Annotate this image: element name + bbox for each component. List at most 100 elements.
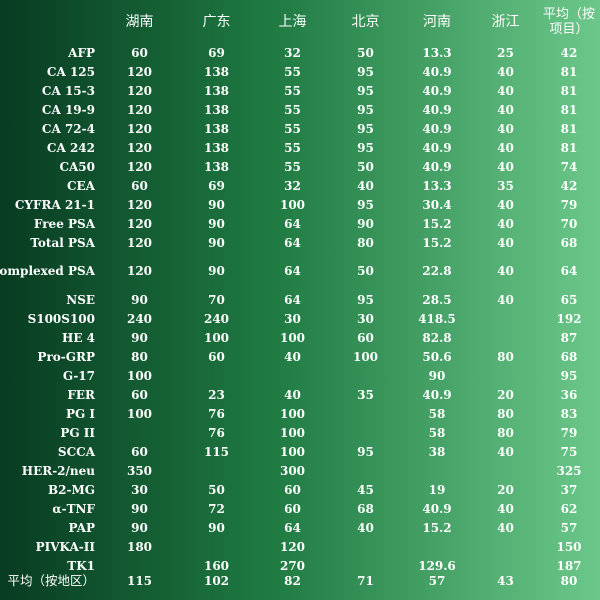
- table-cell: 42: [560, 178, 578, 193]
- row-label: Complexed PSA: [0, 264, 95, 278]
- table-cell: 95: [357, 140, 374, 155]
- row-label: CA50: [59, 159, 95, 174]
- table-cell: 40: [497, 83, 514, 98]
- table-cell: 57: [428, 574, 446, 588]
- column-header: 平均（按项目）: [542, 6, 595, 37]
- table-cell: 40.9: [422, 64, 452, 79]
- table-cell: [330, 423, 401, 442]
- table-cell: [178, 461, 255, 480]
- table-cell: 40.9: [422, 102, 452, 117]
- column-header: 浙江: [491, 13, 520, 30]
- table-cell: 74: [560, 159, 578, 174]
- table-cell: 30.4: [422, 197, 452, 212]
- table-cell: 120: [126, 83, 153, 98]
- table-cell: 50: [357, 264, 374, 278]
- table-cell: 40: [497, 520, 514, 535]
- table-cell: 64: [284, 235, 301, 250]
- table-cell: 15.2: [422, 216, 452, 231]
- table-cell: 100: [279, 197, 306, 212]
- table-cell: [255, 366, 330, 385]
- table-cell: 40: [497, 264, 514, 278]
- table-cell: 68: [560, 235, 578, 250]
- table-cell: 30: [131, 482, 148, 497]
- table-cell: [330, 537, 401, 556]
- table-cell: 45: [357, 482, 374, 497]
- table-cell: 50.6: [422, 349, 452, 364]
- row-label: PG II: [60, 425, 95, 440]
- table-cell: 60: [131, 178, 148, 193]
- row-label: B2-MG: [47, 482, 95, 497]
- table-cell: 40: [497, 159, 514, 174]
- table-cell: 62: [560, 501, 578, 516]
- table-cell: 55: [284, 102, 301, 117]
- row-label: CA 242: [46, 140, 95, 155]
- table-cell: 40: [497, 444, 514, 459]
- table-cell: 83: [560, 406, 578, 421]
- table-cell: 80: [497, 425, 514, 440]
- table-cell: 40: [497, 64, 514, 79]
- table-cell: [401, 461, 473, 480]
- column-header: 湖南: [125, 13, 154, 30]
- table-cell: 64: [284, 264, 301, 278]
- table-cell: 32: [284, 178, 301, 193]
- table-cell: [473, 328, 538, 347]
- table-cell: 82: [284, 574, 301, 588]
- table-cell: 42: [560, 45, 578, 60]
- table-cell: 100: [352, 349, 379, 364]
- row-label: TK1: [67, 558, 95, 573]
- table-cell: 120: [126, 216, 153, 231]
- table-cell: 80: [357, 235, 374, 250]
- table-cell: 40: [284, 349, 301, 364]
- row-label: CYFRA 21-1: [14, 197, 95, 212]
- table-cell: 20: [497, 482, 514, 497]
- row-label: HER-2/neu: [21, 463, 95, 478]
- table-cell: 82.8: [422, 330, 452, 345]
- table-cell: 90: [208, 235, 225, 250]
- table-cell: 70: [208, 292, 225, 307]
- row-label: CA 72-4: [41, 121, 95, 136]
- table-cell: 69: [208, 178, 225, 193]
- table-cell: 55: [284, 159, 301, 174]
- row-label: FER: [67, 387, 95, 402]
- row-label: AFP: [68, 45, 95, 60]
- table-cell: 350: [126, 463, 153, 478]
- column-header: [0, 0, 101, 43]
- table-cell: 95: [560, 368, 578, 383]
- table-cell: 81: [560, 121, 578, 136]
- table-cell: 90: [131, 520, 148, 535]
- table-cell: 40: [497, 235, 514, 250]
- table-cell: 40: [497, 140, 514, 155]
- table-cell: 100: [203, 330, 230, 345]
- table-cell: 58: [428, 406, 446, 421]
- table-cell: 90: [131, 292, 148, 307]
- table-cell: [330, 366, 401, 385]
- row-label: NSE: [66, 292, 95, 307]
- table-cell: 40: [497, 216, 514, 231]
- row-label: SCCA: [57, 444, 95, 459]
- table-cell: 69: [208, 45, 225, 60]
- table-cell: 22.8: [422, 264, 452, 278]
- table-cell: 40.9: [422, 501, 452, 516]
- row-label: Total PSA: [30, 235, 95, 250]
- row-label: PAP: [68, 520, 95, 535]
- table-cell: 58: [428, 425, 446, 440]
- table-cell: 37: [560, 482, 578, 497]
- table-cell: [178, 537, 255, 556]
- row-label: Pro-GRP: [37, 349, 95, 364]
- table-cell: 64: [284, 520, 301, 535]
- table-cell: 90: [131, 501, 148, 516]
- table-cell: 150: [556, 539, 582, 554]
- table-cell: 32: [284, 45, 301, 60]
- table-cell: 90: [131, 330, 148, 345]
- row-label: Free PSA: [33, 216, 95, 231]
- table-cell: [473, 556, 538, 575]
- table-cell: 138: [203, 83, 230, 98]
- table-cell: 120: [126, 140, 153, 155]
- row-label: CA 125: [46, 64, 95, 79]
- table-cell: 79: [560, 425, 578, 440]
- table-cell: 70: [560, 216, 578, 231]
- table-cell: 28.5: [422, 292, 452, 307]
- table-cell: 95: [357, 102, 374, 117]
- table-cell: 90: [208, 197, 225, 212]
- table-cell: 87: [560, 330, 578, 345]
